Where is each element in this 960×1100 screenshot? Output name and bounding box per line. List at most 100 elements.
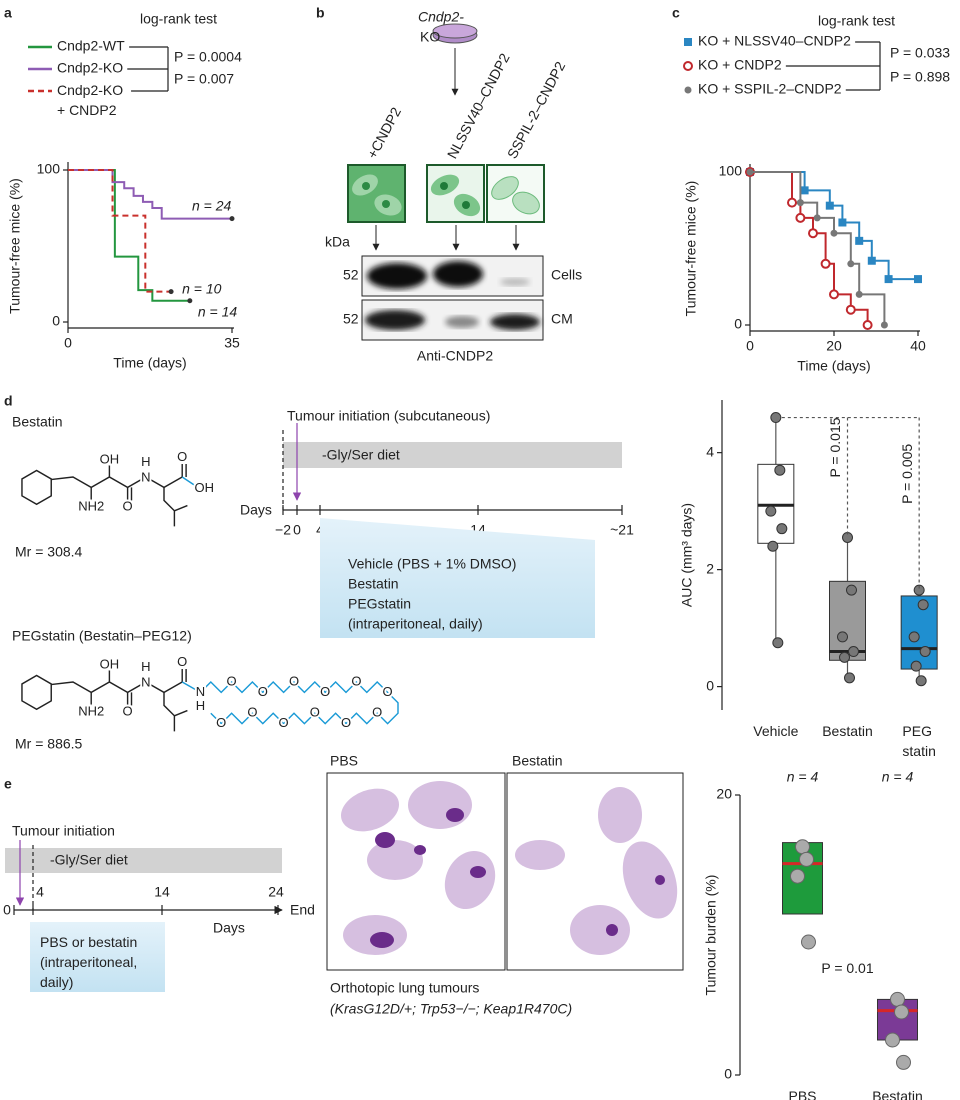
data-point	[855, 236, 864, 245]
data-point	[838, 218, 847, 227]
end-point	[229, 216, 235, 222]
test-label: log-rank test	[818, 13, 895, 29]
atom-label: NH2	[78, 703, 104, 718]
atom-label: N	[141, 675, 150, 690]
ring	[21, 674, 52, 711]
diet-bar	[5, 848, 282, 873]
p-value: P = 0.0004	[174, 49, 242, 65]
timeline-label: Tumour initiation	[12, 823, 115, 839]
survival-line	[68, 169, 232, 220]
atom-label: O	[372, 705, 382, 720]
data-point	[767, 540, 779, 552]
data-point	[845, 304, 856, 315]
compound-name: PEGstatin (Bestatin–PEG12)	[12, 628, 192, 644]
timeline-label: Tumour initiation (subcutaneous)	[287, 408, 490, 424]
legend-marker	[684, 86, 692, 94]
x-tick-label: Bestatin	[872, 1088, 923, 1100]
histology-label: Bestatin	[512, 753, 563, 769]
y-axis-label: Tumour-free mice (%)	[683, 181, 699, 317]
data-point	[830, 229, 838, 237]
atom-label: O	[227, 673, 237, 688]
data-point	[862, 320, 873, 330]
atom-label: O	[320, 684, 330, 699]
x-tick-label: 0	[746, 338, 754, 354]
x-tick-label: 0	[64, 335, 72, 351]
diet-label: -Gly/Ser diet	[50, 852, 128, 868]
timeline-end-label: End	[290, 902, 315, 918]
data-point	[746, 168, 754, 176]
atom-label: OH	[100, 452, 120, 467]
survival-line	[68, 169, 172, 293]
atom-label: N	[141, 470, 150, 485]
data-point	[919, 646, 931, 658]
diet-bar	[283, 442, 622, 468]
p-value: P = 0.005	[899, 444, 915, 504]
survival-line	[68, 169, 190, 302]
data-point	[795, 839, 810, 855]
data-point	[800, 186, 809, 195]
genotype-label: (KrasG12D/+; Trp53−/−; Keap1R470C)	[330, 1001, 572, 1017]
x-axis-label: Time (days)	[797, 358, 870, 374]
atom-label: O	[383, 684, 393, 699]
y-tick-label: 2	[706, 560, 714, 576]
timeline-tick-label: 0	[293, 522, 301, 538]
data-point	[801, 934, 816, 950]
bond	[174, 504, 188, 512]
timeline-tick-label: 0	[3, 902, 11, 918]
timeline-tick-label: −2	[275, 522, 291, 538]
data-point	[776, 523, 788, 535]
data-point	[884, 275, 893, 284]
data-point	[796, 199, 804, 207]
bond	[163, 692, 176, 732]
data-point	[880, 321, 888, 329]
legend-label: KO + NLSSV40–CNDP2	[698, 33, 851, 49]
data-point	[820, 258, 831, 269]
atom-label: O	[247, 705, 257, 720]
legend-label: KO + SSPIL-2–CNDP2	[698, 81, 842, 97]
atom-label: N	[196, 684, 205, 699]
treatment-box	[30, 922, 165, 992]
data-point	[913, 584, 925, 596]
atom-label: O	[123, 703, 133, 718]
atom-label: O	[123, 498, 133, 513]
strain-label: KO	[420, 29, 440, 45]
atom-label: O	[289, 673, 299, 688]
data-point	[915, 675, 927, 687]
atom-label: H	[141, 454, 150, 469]
data-point	[839, 651, 850, 663]
mw-label: 52	[343, 311, 359, 327]
data-point	[829, 289, 839, 300]
y-tick-label: 4	[706, 443, 714, 459]
atom-label: H	[141, 659, 150, 674]
atom-label: O	[258, 684, 268, 699]
kda-label: kDa	[325, 234, 350, 250]
p-value: P = 0.01	[821, 960, 874, 976]
data-point	[908, 631, 920, 643]
y-tick-label: 100	[719, 163, 743, 179]
x-tick-label: PBS	[788, 1088, 816, 1100]
y-tick-label: 20	[716, 786, 732, 802]
bond	[199, 680, 399, 725]
treatment-label: (intraperitoneal, daily)	[348, 616, 483, 632]
histology-art	[326, 772, 684, 971]
data-point	[774, 464, 786, 476]
data-point	[787, 197, 797, 208]
n-label: n = 10	[182, 280, 222, 296]
data-point	[885, 1032, 900, 1048]
treatment-label: Bestatin	[348, 576, 399, 592]
x-axis-label: Time (days)	[113, 355, 186, 371]
data-point	[896, 1054, 911, 1070]
timeline-axis-label: Days	[240, 502, 272, 518]
blot-label: CM	[551, 311, 573, 327]
x-tick-label: PEG statin	[902, 723, 935, 759]
x-tick-label: 35	[224, 335, 240, 351]
data-point	[813, 214, 821, 222]
atom-label: H	[196, 698, 205, 713]
y-tick-label: 100	[37, 161, 61, 177]
treatment-label: PEGstatin	[348, 596, 411, 612]
data-point	[844, 672, 855, 684]
timeline-tick-label: 14	[154, 884, 170, 900]
data-point	[790, 868, 805, 884]
